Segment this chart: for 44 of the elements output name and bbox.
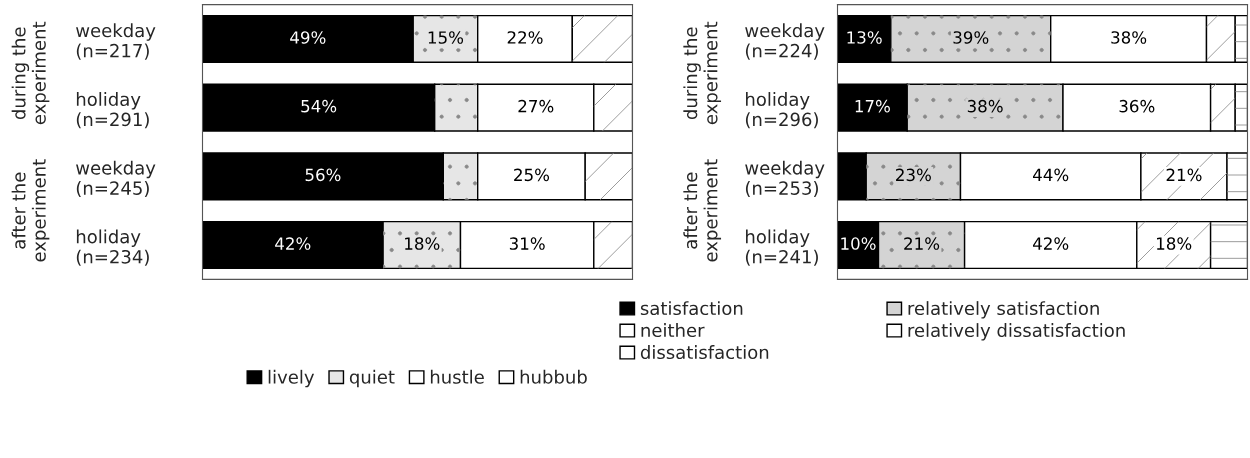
legend-label: dissatisfaction: [640, 345, 769, 360]
legend-label: lively: [268, 369, 315, 388]
data-label: 18%: [405, 237, 440, 250]
data-label: 36%: [1119, 99, 1155, 113]
data-label: 31%: [509, 237, 545, 250]
legend-label: satisfaction: [640, 301, 743, 316]
y-tick-label: holiday (n=296): [745, 92, 818, 129]
data-label: 56%: [305, 168, 341, 182]
y-tick-label: holiday (n=234): [76, 229, 149, 266]
data-label: 49%: [290, 31, 326, 44]
text: during the experiment: [683, 21, 722, 125]
data-label: 27%: [518, 99, 554, 113]
legend-label: hustle: [430, 369, 484, 384]
legend-label: relatively satisfaction: [908, 301, 1099, 319]
legend-label: hubbub: [520, 369, 587, 384]
data-label: 42%: [275, 237, 311, 250]
data-label: 22%: [507, 31, 543, 44]
data-label: 18%: [1157, 237, 1192, 250]
data-label: 25%: [514, 168, 550, 182]
y-tick-label: weekday (n=245): [76, 160, 156, 198]
y-tick-label: holiday (n=291): [76, 92, 149, 129]
data-label: 21%: [1166, 168, 1202, 182]
text: after the experiment: [11, 159, 50, 262]
data-label: 17%: [855, 99, 890, 113]
data-label: 21%: [904, 237, 940, 250]
y-tick-label: weekday (n=253): [745, 160, 825, 198]
y-tick-label: weekday (n=217): [76, 23, 156, 60]
data-label: 38%: [967, 99, 1003, 113]
data-label: 23%: [896, 168, 931, 182]
data-label: 39%: [953, 31, 989, 44]
data-label: 38%: [1111, 31, 1147, 44]
data-label: 10%: [841, 237, 876, 250]
legend-label: neither: [641, 323, 705, 338]
y-tick-label: weekday (n=224): [745, 23, 825, 60]
data-label: 15%: [428, 31, 464, 44]
text: after the experiment: [683, 159, 722, 262]
y-tick-label: holiday (n=241): [745, 229, 818, 266]
data-label: 44%: [1032, 168, 1069, 182]
data-label: 54%: [301, 99, 337, 113]
text: during the experiment: [11, 21, 50, 125]
data-label: 13%: [847, 31, 882, 44]
data-label: 42%: [1032, 237, 1069, 250]
legend-label: relatively dissatisfaction: [908, 323, 1125, 341]
legend-label: quiet: [349, 369, 395, 388]
